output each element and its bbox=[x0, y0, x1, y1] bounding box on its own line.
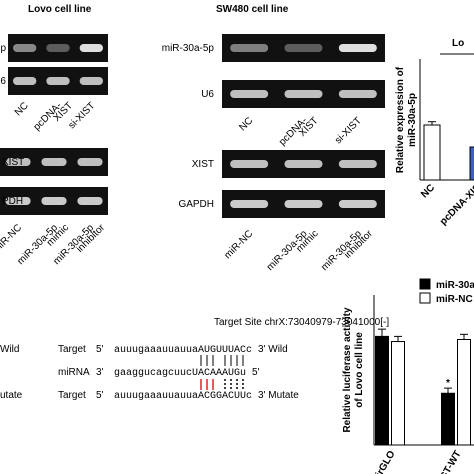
band bbox=[284, 90, 323, 98]
band bbox=[230, 200, 269, 208]
row-label: PDH bbox=[2, 196, 23, 207]
y-axis-label: miR-30a-5p bbox=[407, 93, 418, 147]
lane-label: NC bbox=[13, 100, 31, 118]
row-label: utate bbox=[0, 390, 23, 401]
band bbox=[284, 44, 323, 52]
legend-label: miR-NC bbox=[436, 294, 473, 305]
band bbox=[41, 158, 67, 166]
band bbox=[338, 160, 377, 168]
panel-title: SW480 cell line bbox=[216, 4, 289, 15]
band bbox=[284, 200, 323, 208]
bar bbox=[423, 124, 441, 181]
sequence: gaaggucagcuucUACAAAUGu bbox=[114, 368, 246, 379]
band bbox=[46, 77, 70, 85]
x-tick-label: pmirGLO bbox=[366, 449, 397, 474]
annotation: * bbox=[446, 378, 450, 389]
seq-end: 3' Mutate bbox=[258, 390, 299, 401]
row-label: XIST bbox=[2, 157, 24, 168]
band bbox=[13, 77, 37, 85]
band bbox=[338, 90, 377, 98]
row-label: Wild bbox=[0, 344, 19, 355]
row-label: XIST bbox=[192, 159, 214, 170]
seq-end: 3' Wild bbox=[258, 344, 288, 355]
legend-label: miR-30a bbox=[436, 280, 474, 291]
sequence: auuugaaauuauuaAUGUUUACc bbox=[114, 345, 252, 356]
row-label: GAPDH bbox=[178, 199, 214, 210]
band bbox=[338, 200, 377, 208]
band bbox=[77, 158, 103, 166]
seq-name: Target bbox=[58, 390, 86, 401]
seq-start: 3' bbox=[96, 367, 104, 378]
band bbox=[284, 160, 323, 168]
lane-label: miR-NC bbox=[222, 228, 255, 261]
panel-title: Lovo cell line bbox=[28, 4, 92, 15]
x-tick-label: pcDNA-XIS bbox=[438, 182, 474, 227]
bar bbox=[457, 338, 471, 446]
bar bbox=[441, 392, 455, 446]
band bbox=[46, 44, 70, 52]
band bbox=[5, 197, 31, 205]
band bbox=[5, 158, 31, 166]
band bbox=[13, 44, 37, 52]
legend-swatch bbox=[419, 292, 431, 304]
x-tick-label: XIST-WT bbox=[434, 449, 464, 474]
row-label: a-5p bbox=[0, 43, 6, 54]
chart-title: Lo bbox=[452, 38, 464, 49]
band bbox=[230, 90, 269, 98]
seq-name: miRNA bbox=[58, 367, 90, 378]
legend-swatch bbox=[419, 278, 431, 290]
band bbox=[77, 197, 103, 205]
y-axis-label: of Lovo cell line bbox=[354, 332, 365, 408]
seq-end: 5' bbox=[252, 367, 260, 378]
lane-label: NC bbox=[237, 115, 255, 133]
band bbox=[79, 44, 103, 52]
bar bbox=[391, 341, 405, 446]
band bbox=[230, 44, 269, 52]
y-axis-label: Relative expression of bbox=[395, 66, 406, 173]
row-label: U6 bbox=[201, 89, 214, 100]
band bbox=[79, 77, 103, 85]
row-label: miR-30a-5p bbox=[162, 43, 215, 54]
sequence: auuugaaauuauuaACGGACUUc bbox=[114, 391, 252, 402]
band bbox=[41, 197, 67, 205]
bar bbox=[375, 335, 389, 446]
lane-label: miR-NC bbox=[0, 222, 24, 255]
bar bbox=[469, 146, 474, 181]
target-title: Target Site chrX:73040979-73041000[-] bbox=[214, 317, 389, 328]
y-axis-label: Relative luciferase activity bbox=[342, 307, 353, 433]
seq-name: Target bbox=[58, 344, 86, 355]
seq-start: 5' bbox=[96, 390, 104, 401]
x-tick-label: NC bbox=[419, 182, 437, 200]
band bbox=[338, 44, 377, 52]
row-label: U6 bbox=[0, 76, 6, 87]
lane-label: si-XIST bbox=[333, 115, 364, 146]
band bbox=[230, 160, 269, 168]
seq-start: 5' bbox=[96, 344, 104, 355]
